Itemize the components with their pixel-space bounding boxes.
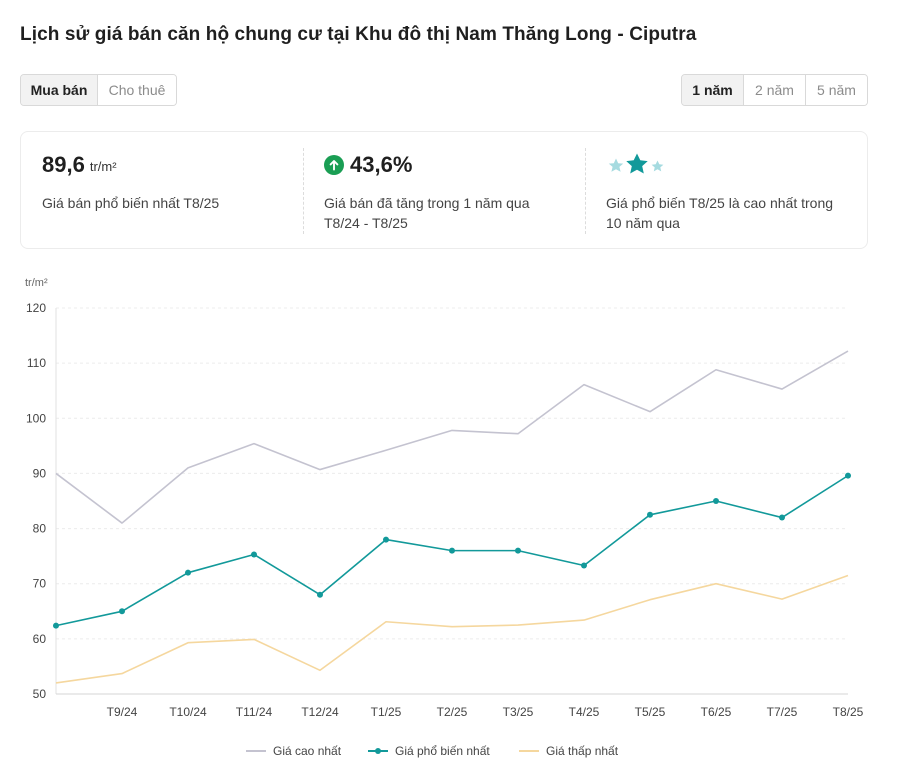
x-axis-ticks: T9/24 T10/24 T11/24 T12/24 T1/25 T2/25 T3/25 T4…	[107, 705, 864, 719]
growth-stat: 43,6% Giá bán đã tăng trong 1 năm qua T8…	[303, 132, 585, 248]
data-point[interactable]	[251, 551, 257, 558]
data-point[interactable]	[779, 514, 785, 521]
x-tick-label: T6/25	[701, 705, 732, 719]
data-point[interactable]	[383, 536, 389, 543]
y-tick-label: 100	[26, 411, 46, 425]
record-label-line2: 10 năm qua	[606, 215, 680, 231]
price-line-chart: tr/m² 50 60 70 80 90 100 110 120 T9/24 T10/24 T11…	[25, 277, 864, 758]
toggle-cho-thue[interactable]: Cho thuê	[98, 75, 176, 105]
range-1-year[interactable]: 1 năm	[682, 75, 744, 105]
y-tick-label: 60	[33, 632, 47, 646]
x-tick-label: T2/25	[437, 705, 468, 719]
star-large-icon	[626, 153, 648, 174]
y-tick-label: 110	[27, 356, 46, 370]
arrow-up-circle-icon	[324, 155, 344, 175]
y-tick-label: 50	[33, 687, 47, 701]
grid-layer	[55, 307, 848, 695]
y-tick-label: 70	[33, 577, 47, 591]
data-point[interactable]	[119, 608, 125, 615]
listing-type-toggle: Mua bán Cho thuê	[20, 74, 177, 106]
growth-value: 43,6%	[350, 152, 413, 177]
data-point[interactable]	[449, 547, 455, 554]
growth-label: Giá bán đã tăng trong 1 năm qua T8/24 - …	[324, 193, 565, 233]
range-2-years[interactable]: 2 năm	[744, 75, 806, 105]
page-title: Lịch sử giá bán căn hộ chung cư tại Khu …	[20, 24, 697, 45]
legend-label[interactable]: Giá thấp nhất	[546, 744, 619, 758]
range-5-years[interactable]: 5 năm	[806, 75, 867, 105]
popular-price-unit: tr/m²	[89, 159, 117, 174]
x-tick-label: T3/25	[503, 705, 534, 719]
x-tick-label: T5/25	[635, 705, 666, 719]
x-tick-label: T10/24	[169, 705, 207, 719]
toggle-mua-ban[interactable]: Mua bán	[21, 75, 98, 105]
y-axis-unit: tr/m²	[25, 277, 48, 289]
popular-price-value: 89,6	[42, 152, 85, 177]
y-tick-label: 120	[26, 301, 46, 315]
series-line-0	[55, 350, 849, 524]
chart-legend: Giá cao nhất Giá phổ biến nhất Giá thấp nh…	[246, 744, 619, 758]
record-label: Giá phổ biến T8/25 là cao nhất trong 10 …	[606, 193, 847, 233]
x-tick-label: T8/25	[833, 705, 864, 719]
series-layer	[53, 350, 851, 684]
legend-label[interactable]: Giá phổ biến nhất	[395, 744, 490, 758]
star-small-left-icon	[608, 158, 624, 172]
data-point[interactable]	[53, 622, 59, 629]
legend-label[interactable]: Giá cao nhất	[273, 744, 342, 758]
time-range-toggle: 1 năm 2 năm 5 năm	[681, 74, 868, 106]
x-tick-label: T11/24	[236, 705, 273, 719]
data-point[interactable]	[515, 547, 521, 554]
data-point[interactable]	[185, 569, 191, 576]
popular-price-stat: 89,6 tr/m² Giá bán phổ biến nhất T8/25	[21, 132, 303, 248]
record-stat: Giá phổ biến T8/25 là cao nhất trong 10 …	[585, 132, 867, 248]
stars-icon	[606, 150, 847, 180]
x-tick-label: T4/25	[569, 705, 600, 719]
data-point[interactable]	[713, 498, 719, 504]
star-small-right-icon	[651, 160, 664, 172]
x-tick-label: T1/25	[371, 705, 402, 719]
x-tick-label: T7/25	[767, 705, 798, 719]
legend-marker	[375, 748, 381, 754]
data-point[interactable]	[581, 562, 587, 569]
data-point[interactable]	[845, 472, 851, 479]
summary-card: 89,6 tr/m² Giá bán phổ biến nhất T8/25 4…	[20, 131, 868, 249]
x-tick-label: T12/24	[301, 705, 339, 719]
series-line-2	[55, 574, 849, 684]
y-tick-label: 90	[33, 466, 47, 480]
data-point[interactable]	[647, 511, 653, 518]
y-axis-ticks: 50 60 70 80 90 100 110 120	[26, 301, 46, 701]
popular-price-label: Giá bán phổ biến nhất T8/25	[42, 195, 220, 211]
growth-label-line1: Giá bán đã tăng trong 1 năm qua	[324, 195, 530, 211]
y-tick-label: 80	[33, 522, 47, 536]
record-label-line1: Giá phổ biến T8/25 là cao nhất trong	[606, 195, 834, 211]
x-tick-label: T9/24	[107, 705, 138, 719]
data-point[interactable]	[317, 591, 323, 598]
price-history-chart: tr/m² 50 60 70 80 90 100 110 120 T9/24 T10/24 T11…	[0, 262, 905, 779]
growth-label-range: T8/24 - T8/25	[324, 215, 408, 231]
